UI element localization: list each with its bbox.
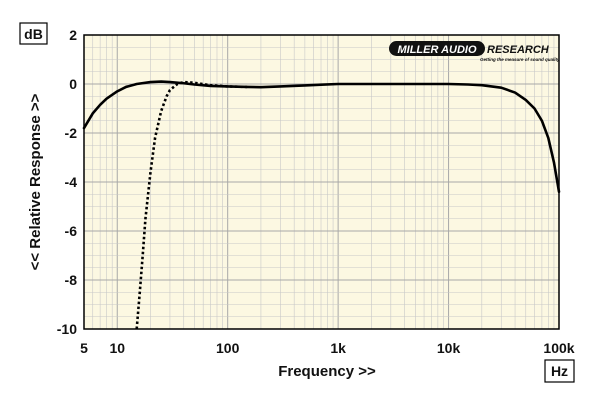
x-tick-label: 10 <box>109 340 125 356</box>
x-unit-box: Hz <box>544 359 575 383</box>
series-layer <box>82 80 561 330</box>
logo-tagline: Getting the measure of sound quality <box>480 57 560 62</box>
series-line-dotted <box>135 80 248 330</box>
x-unit-label: Hz <box>551 363 568 379</box>
y-tick-labels: 2 0 -2 -4 -6 -8 -10 <box>57 27 77 337</box>
miller-audio-research-logo: MILLER AUDIO RESEARCH Getting the measur… <box>389 41 560 62</box>
x-tick-labels: 5 10 100 1k 10k 100k <box>80 340 575 356</box>
logo-brand-2: RESEARCH <box>487 44 550 56</box>
y-tick-label: -8 <box>65 272 78 288</box>
y-axis-title: << Relative Response >> <box>27 93 44 270</box>
y-tick-label: 0 <box>69 76 77 92</box>
y-tick-label: -2 <box>65 125 78 141</box>
y-unit-label: dB <box>24 26 43 42</box>
x-tick-label: 100 <box>216 340 240 356</box>
y-unit-box: dB <box>19 22 48 45</box>
plot-border <box>83 34 560 330</box>
x-tick-label: 1k <box>330 340 346 356</box>
logo-brand: MILLER AUDIO <box>397 44 476 56</box>
x-tick-label: 100k <box>543 340 574 356</box>
x-axis-title: Frequency >> <box>278 363 376 380</box>
y-tick-label: -10 <box>57 321 77 337</box>
y-tick-label: -4 <box>65 174 78 190</box>
x-tick-label: 10k <box>437 340 461 356</box>
y-tick-label: 2 <box>69 27 77 43</box>
x-tick-label: 5 <box>80 340 88 356</box>
series-line-solid <box>82 80 561 194</box>
y-tick-label: -6 <box>65 223 78 239</box>
